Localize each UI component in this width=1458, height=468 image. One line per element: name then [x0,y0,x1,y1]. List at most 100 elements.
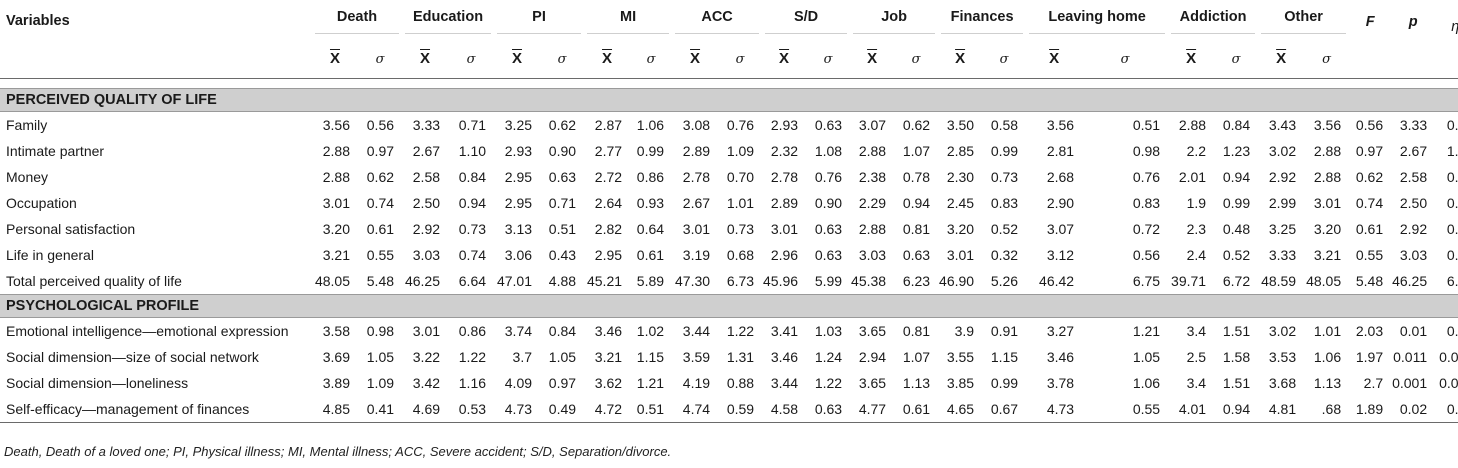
table-cell: 2.88 [858,221,887,237]
results-table: Variables Death Education PI MI ACC S/D Job Fina… [0,4,1458,423]
table-cell: 3.20 [946,221,975,237]
sd-symbol: σ [375,51,385,67]
table-cell: 0.74 [366,195,395,211]
table-cell: 2.96 [770,247,799,263]
table-cell: 2.68 [1046,169,1075,185]
table-cell: 0.56 [366,117,395,133]
table-cell: 2.2 [1186,143,1207,159]
mean-symbol: X [1049,49,1060,67]
table-cell: 3.33 [412,117,441,133]
table-cell: 1.13 [902,375,931,391]
table-cell: 0.94 [458,195,487,211]
table-cell: 0.43 [548,247,577,263]
table-cell: 3.07 [858,117,887,133]
sd-symbol: σ [1231,51,1241,67]
table-cell: 2.29 [858,195,887,211]
table-cell: 2.88 [1313,143,1342,159]
table-cell: 46.42 [1039,273,1075,289]
table-cell: 2.90 [1046,195,1075,211]
table-cell: 0.63 [806,396,851,423]
table-cell: 6.64 [458,273,487,289]
table-cell: 1.05 [366,349,395,365]
table-cell: 0.88 [726,375,755,391]
mean-symbol: X [329,49,340,67]
table-cell: 2.4 [1186,247,1207,263]
mean-subheader: X [1026,38,1083,79]
table-cell: 1.15 [990,349,1019,365]
table-cell: 0.78 [902,169,931,185]
table-cell: 1.03 [814,323,843,339]
table-cell: 3.08 [682,117,711,133]
group-header: Death [312,4,402,38]
mean-subheader: X [1258,38,1305,79]
mean-subheader: X [402,38,449,79]
table-cell: 5.26 [990,273,1019,289]
table-cell: 1.09 [366,375,395,391]
table-cell: 0.97 [1355,143,1384,159]
mean-symbol: X [690,49,701,67]
table-cell: 3.62 [594,375,623,391]
table-cell: 0.63 [814,247,843,263]
table-cell: 6.75 [1132,273,1161,289]
group-header-label: Other [1261,9,1347,34]
table-cell: 1.9 [1186,195,1207,211]
mean-subheader: X [584,38,631,79]
table-cell: 3.4 [1186,323,1207,339]
table-cell: 0.76 [726,117,755,133]
table-cell: 2.30 [946,169,975,185]
table-cell: 2.95 [504,169,533,185]
group-header-label: Death [315,9,400,34]
table-cell: 1.13 [1313,375,1342,391]
table-cell: 1.06 [1313,349,1342,365]
table-cell: 0.62 [1355,169,1384,185]
table-row: Life in general 3.21 0.55 3.03 0.74 3.06 0.43 2… [0,242,1458,268]
table-cell: 0.03 [1435,396,1458,423]
row-label: Emotional intelligence—emotional express… [6,323,289,339]
mean-subheader: X [762,38,807,79]
table-cell: 3.02 [1268,143,1297,159]
table-cell: 1.01 [1313,323,1342,339]
table-cell: 2.87 [594,117,623,133]
group-header: Job [850,4,938,38]
sd-symbol: σ [911,51,921,67]
section-title: PSYCHOLOGICAL PROFILE [0,294,1458,318]
section-header-row: PERCEIVED QUALITY OF LIFE [0,88,1458,112]
table-cell: 0.55 [366,247,395,263]
sd-symbol: σ [1120,51,1130,67]
table-cell: 1.58 [1222,349,1251,365]
table-cell: 2.64 [594,195,623,211]
table-row: Intimate partner 2.88 0.97 2.67 1.10 2.93 0.90… [0,138,1458,164]
table-cell: 0.49 [540,396,585,423]
table-cell: 1.02 [636,323,665,339]
table-cell: 2.85 [946,143,975,159]
table-cell: 2.92 [412,221,441,237]
table-row: Family 3.56 0.56 3.33 0.71 3.25 0.62 2.87 1.06 3.… [0,112,1458,139]
sd-symbol: σ [823,51,833,67]
table-cell: 3.68 [1268,375,1297,391]
group-header: S/D [762,4,850,38]
table-cell: 1.23 [1222,143,1251,159]
table-cell: 4.81 [1258,396,1305,423]
table-cell: 0.63 [548,169,577,185]
table-cell: 4.73 [1026,396,1083,423]
variables-header: Variables [6,13,70,29]
table-cell: 0.63 [814,117,843,133]
row-label: Social dimension—loneliness [6,375,189,391]
table-cell: 1.31 [726,349,755,365]
table-cell: 1.89 [1349,396,1392,423]
row-label: Total perceived quality of life [6,273,182,289]
mean-subheader: X [938,38,983,79]
table-cell: 47.30 [675,273,711,289]
sd-symbol: σ [735,51,745,67]
table-cell: 3.56 [322,117,350,133]
table-cell: 4.69 [402,396,449,423]
table-cell: 3.41 [770,323,799,339]
table-cell: 3.55 [946,349,975,365]
table-cell: 0.56 [1355,117,1384,133]
table-cell: 6.72 [1222,273,1251,289]
table-cell: 2.38 [858,169,887,185]
stat-header: p [1391,4,1436,79]
table-cell: 3.21 [1313,247,1342,263]
table-cell: 0.01 [1399,323,1428,339]
table-cell: 0.51 [630,396,673,423]
